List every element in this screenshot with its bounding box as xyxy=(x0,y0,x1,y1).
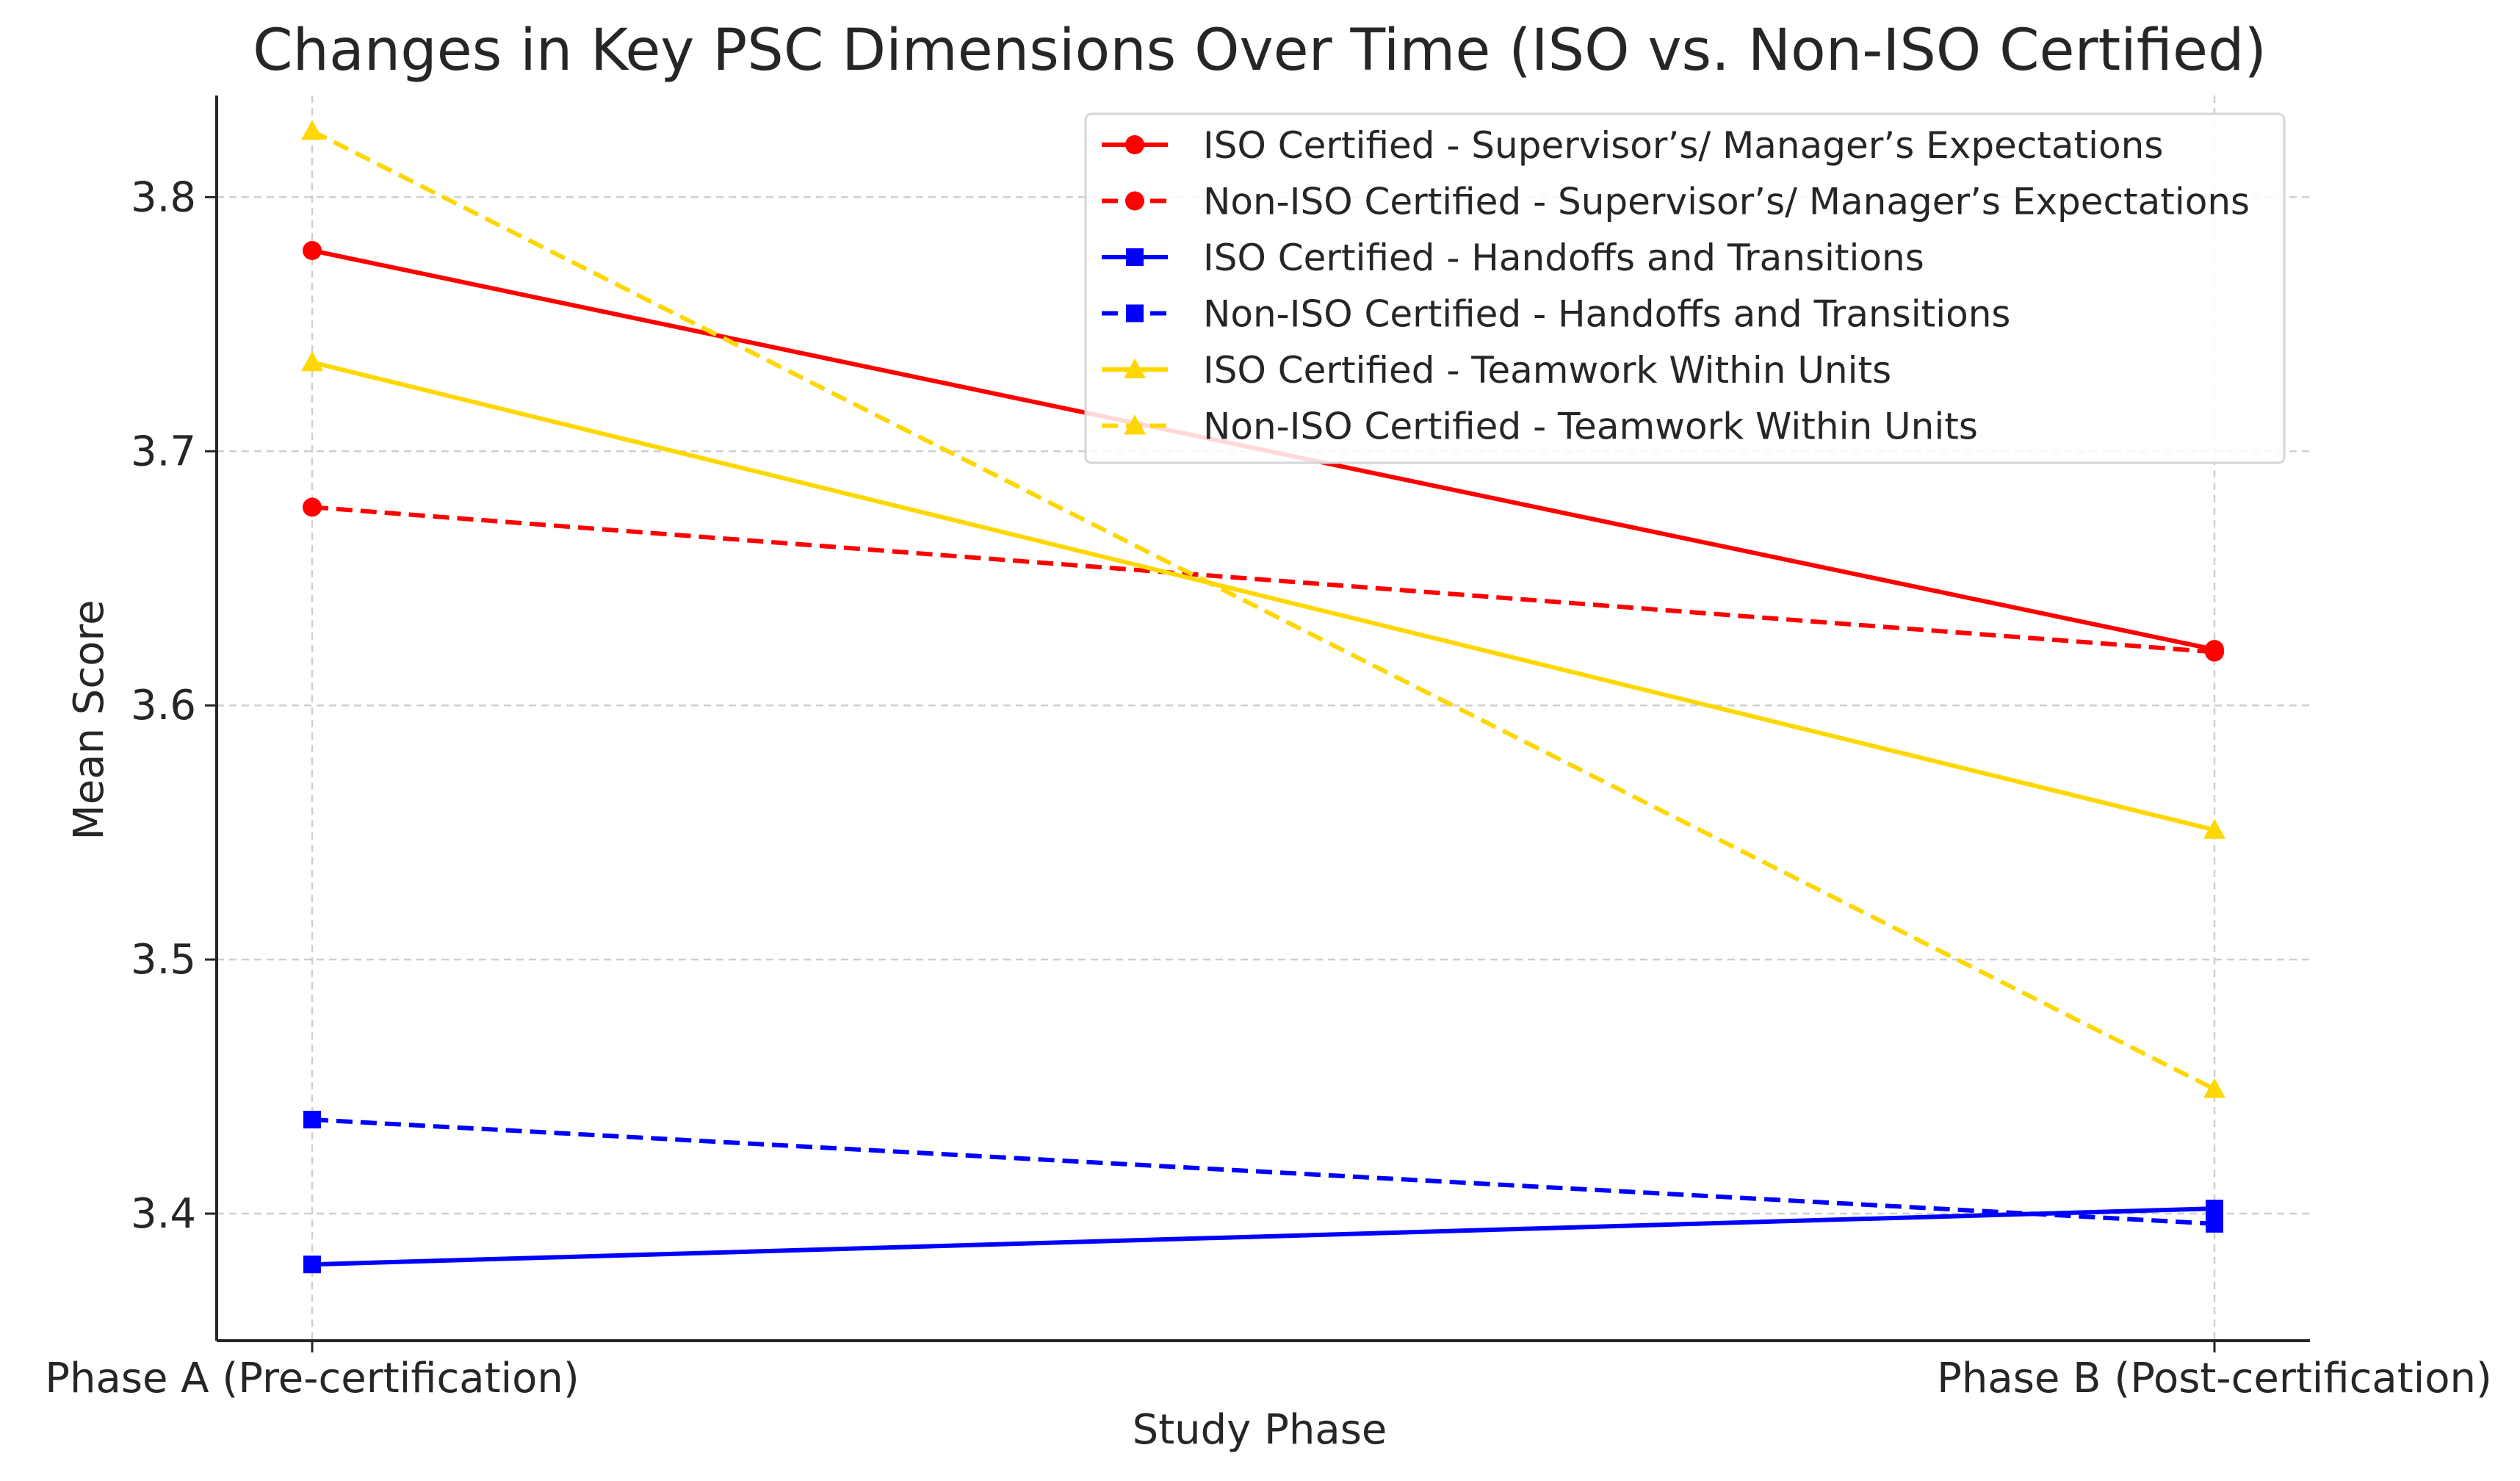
legend: ISO Certified - Supervisor’s/ Manager’s … xyxy=(1084,112,2286,464)
data-point xyxy=(301,120,323,140)
legend-label: ISO Certified - Handoffs and Transitions xyxy=(1203,237,1924,279)
data-point xyxy=(2205,642,2224,662)
data-point xyxy=(301,351,323,372)
legend-label: Non-ISO Certified - Handoffs and Transit… xyxy=(1203,293,2010,336)
data-point xyxy=(2206,1200,2223,1218)
series-line xyxy=(311,505,2215,655)
y-tick-label: 3.6 xyxy=(131,682,196,729)
y-tick-label: 3.5 xyxy=(131,936,196,984)
legend-item: ISO Certified - Teamwork Within Units xyxy=(1102,349,1891,392)
series-3 xyxy=(303,1111,2223,1233)
chart-title: Changes in Key PSC Dimensions Over Time … xyxy=(253,18,2267,84)
y-tick-label: 3.8 xyxy=(131,173,196,221)
y-tick-label: 3.7 xyxy=(131,428,196,475)
series-1 xyxy=(303,497,2224,662)
series-line xyxy=(311,129,2216,1092)
data-point xyxy=(303,497,322,517)
data-point xyxy=(303,241,322,261)
legend-item: Non-ISO Certified - Teamwork Within Unit… xyxy=(1102,406,1978,448)
x-axis-label: Study Phase xyxy=(1133,1406,1387,1454)
legend-label: Non-ISO Certified - Teamwork Within Unit… xyxy=(1203,406,1978,448)
data-point xyxy=(2203,1078,2225,1098)
legend-label: ISO Certified - Teamwork Within Units xyxy=(1203,349,1891,392)
series-4 xyxy=(301,351,2225,839)
legend-swatch-marker xyxy=(1124,414,1146,435)
y-axis-label: Mean Score xyxy=(65,599,113,840)
series-line xyxy=(311,1117,2215,1226)
data-point xyxy=(2203,818,2225,839)
data-point xyxy=(303,1255,321,1274)
legend-item: Non-ISO Certified - Supervisor’s/ Manage… xyxy=(1102,181,2250,223)
data-point xyxy=(303,1111,321,1129)
legend-swatch-marker xyxy=(1125,135,1144,154)
legend-swatch-marker xyxy=(1125,191,1144,211)
legend-item: Non-ISO Certified - Handoffs and Transit… xyxy=(1102,293,2010,336)
legend-box xyxy=(1084,112,2286,464)
series-2 xyxy=(303,1200,2223,1274)
tick-labels: 3.4 3.5 3.6 3.7 3.8 Phase A (Pre-certificatio… xyxy=(45,173,2492,1402)
legend-item: ISO Certified - Handoffs and Transitions xyxy=(1102,237,1924,279)
legend-label: Non-ISO Certified - Supervisor’s/ Manage… xyxy=(1203,181,2250,223)
series-5 xyxy=(301,120,2225,1098)
axes xyxy=(205,96,2310,1352)
series-line xyxy=(311,360,2215,832)
legend-swatch-marker xyxy=(1124,358,1146,378)
legend-item: ISO Certified - Supervisor’s/ Manager’s … xyxy=(1102,124,2163,167)
x-tick-label: Phase B (Post-certification) xyxy=(1937,1355,2492,1402)
grid xyxy=(217,96,2310,1341)
y-tick-label: 3.4 xyxy=(131,1190,196,1238)
x-tick-label: Phase A (Pre-certification) xyxy=(45,1355,579,1402)
legend-label: ISO Certified - Supervisor’s/ Manager’s … xyxy=(1203,124,2163,167)
data-point xyxy=(2206,1214,2223,1233)
legend-swatch-marker xyxy=(1126,248,1144,266)
series-line xyxy=(311,1206,2215,1267)
legend-swatch-marker xyxy=(1126,304,1144,322)
